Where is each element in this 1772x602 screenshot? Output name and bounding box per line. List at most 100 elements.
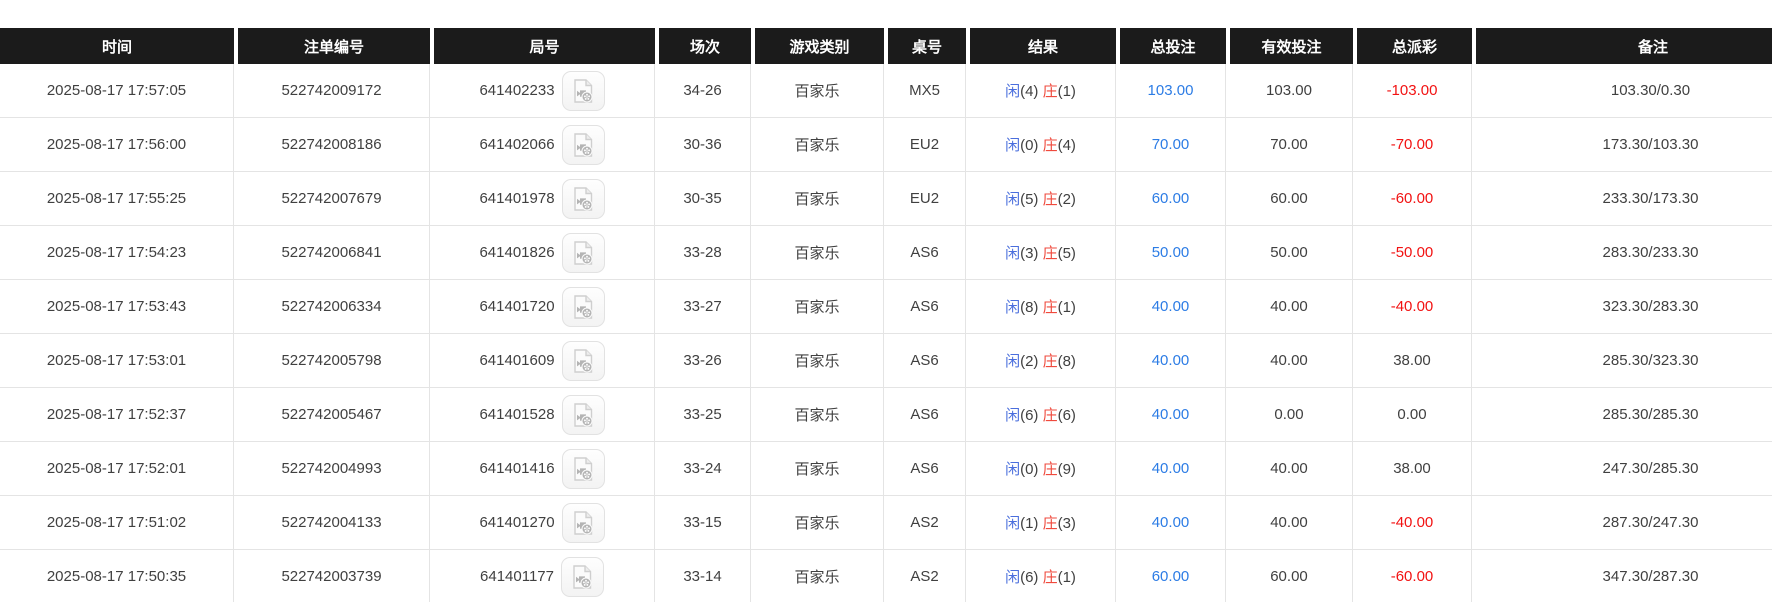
result-cell: 闲(3) 庄(5): [966, 226, 1116, 280]
column-header-table-no: 桌号: [884, 28, 966, 64]
session-cell: 33-15: [655, 496, 751, 550]
payout-cell: -103.00: [1353, 64, 1472, 118]
session-cell: 30-35: [655, 172, 751, 226]
result-cell: 闲(6) 庄(6): [966, 388, 1116, 442]
result-player-label: 闲: [1005, 407, 1021, 424]
time-cell: 2025-08-17 17:52:37: [0, 388, 234, 442]
game-type-cell: 百家乐: [751, 172, 884, 226]
result-player-count: (1): [1020, 515, 1043, 532]
result-player-count: (6): [1020, 407, 1043, 424]
video-replay-button[interactable]: [561, 340, 605, 381]
video-replay-button[interactable]: [561, 70, 605, 111]
round-no-cell: 641401609: [430, 334, 655, 388]
result-cell: 闲(0) 庄(4): [966, 118, 1116, 172]
total-bet-cell: 60.00: [1116, 172, 1226, 226]
result-banker-label: 庄: [1042, 83, 1058, 100]
table-no-cell: AS6: [884, 280, 966, 334]
result-banker-label: 庄: [1042, 299, 1058, 316]
video-file-icon: [574, 132, 593, 157]
bet-no-cell: 522742003739: [234, 550, 430, 602]
table-row: 2025-08-17 17:57:05 522742009172 641402233…: [0, 64, 1772, 118]
result-cell: 闲(1) 庄(3): [966, 496, 1116, 550]
remark-cell: 173.30/103.30: [1472, 118, 1772, 172]
remark-cell: 247.30/285.30: [1472, 442, 1772, 496]
round-no-value: 641401528: [479, 406, 555, 423]
column-header-total-bet: 总投注: [1116, 28, 1226, 64]
valid-bet-cell: 40.00: [1226, 334, 1353, 388]
column-header-bet-no: 注单编号: [234, 28, 430, 64]
session-cell: 33-14: [655, 550, 751, 602]
round-no-group: 641401720: [434, 286, 650, 327]
result-player-count: (8): [1020, 299, 1043, 316]
bet-no-cell: 522742004993: [234, 442, 430, 496]
round-no-cell: 641401978: [430, 172, 655, 226]
video-replay-button[interactable]: [561, 124, 605, 165]
game-type-cell: 百家乐: [751, 442, 884, 496]
total-bet-cell: 103.00: [1116, 64, 1226, 118]
payout-cell: -60.00: [1353, 550, 1472, 602]
bet-no-cell: 522742006841: [234, 226, 430, 280]
total-bet-cell: 40.00: [1116, 280, 1226, 334]
table-row: 2025-08-17 17:53:01 522742005798 641401609…: [0, 334, 1772, 388]
table-row: 2025-08-17 17:50:35 522742003739 641401177…: [0, 550, 1772, 602]
table-row: 2025-08-17 17:52:01 522742004993 641401416…: [0, 442, 1772, 496]
remark-cell: 285.30/323.30: [1472, 334, 1772, 388]
video-file-icon: [573, 564, 592, 589]
video-replay-button[interactable]: [561, 502, 605, 543]
result-player-label: 闲: [1005, 191, 1021, 208]
table-body: 2025-08-17 17:57:05 522742009172 641402233…: [0, 64, 1772, 602]
valid-bet-cell: 40.00: [1226, 496, 1353, 550]
round-no-group: 641401826: [434, 232, 650, 273]
video-replay-button[interactable]: [561, 394, 605, 435]
valid-bet-cell: 60.00: [1226, 172, 1353, 226]
payout-cell: -70.00: [1353, 118, 1472, 172]
video-replay-button[interactable]: [561, 232, 605, 273]
table-no-cell: AS6: [884, 226, 966, 280]
bet-no-cell: 522742008186: [234, 118, 430, 172]
remark-cell: 347.30/287.30: [1472, 550, 1772, 602]
bet-no-cell: 522742004133: [234, 496, 430, 550]
bet-no-cell: 522742006334: [234, 280, 430, 334]
result-player-count: (2): [1020, 353, 1043, 370]
result-player-label: 闲: [1005, 245, 1021, 262]
result-banker-count: (3): [1057, 515, 1076, 532]
payout-cell: -60.00: [1353, 172, 1472, 226]
video-replay-button[interactable]: [561, 286, 605, 327]
valid-bet-cell: 0.00: [1226, 388, 1353, 442]
total-bet-cell: 40.00: [1116, 334, 1226, 388]
round-no-value: 641401720: [479, 298, 555, 315]
valid-bet-cell: 40.00: [1226, 442, 1353, 496]
table-no-cell: AS2: [884, 550, 966, 602]
round-no-value: 641401609: [479, 352, 555, 369]
game-type-cell: 百家乐: [751, 64, 884, 118]
table-no-cell: AS6: [884, 334, 966, 388]
round-no-group: 641402066: [434, 124, 650, 165]
result-banker-count: (1): [1057, 83, 1076, 100]
payout-cell: -50.00: [1353, 226, 1472, 280]
column-header-payout: 总派彩: [1353, 28, 1472, 64]
video-replay-button[interactable]: [561, 178, 605, 219]
video-replay-button[interactable]: [561, 448, 605, 489]
table-row: 2025-08-17 17:56:00 522742008186 641402066…: [0, 118, 1772, 172]
table-no-cell: AS6: [884, 442, 966, 496]
valid-bet-cell: 60.00: [1226, 550, 1353, 602]
table-no-cell: MX5: [884, 64, 966, 118]
column-header-game-type: 游戏类别: [751, 28, 884, 64]
round-no-cell: 641401528: [430, 388, 655, 442]
session-cell: 33-24: [655, 442, 751, 496]
game-type-cell: 百家乐: [751, 334, 884, 388]
result-banker-count: (6): [1057, 407, 1076, 424]
video-replay-button[interactable]: [560, 556, 604, 597]
result-player-label: 闲: [1005, 299, 1021, 316]
round-no-cell: 641401720: [430, 280, 655, 334]
result-cell: 闲(6) 庄(1): [966, 550, 1116, 602]
session-cell: 33-27: [655, 280, 751, 334]
result-player-label: 闲: [1005, 569, 1021, 586]
valid-bet-cell: 103.00: [1226, 64, 1353, 118]
valid-bet-cell: 50.00: [1226, 226, 1353, 280]
bet-no-cell: 522742005467: [234, 388, 430, 442]
table-no-cell: EU2: [884, 118, 966, 172]
bet-no-cell: 522742005798: [234, 334, 430, 388]
round-no-group: 641401978: [434, 178, 650, 219]
